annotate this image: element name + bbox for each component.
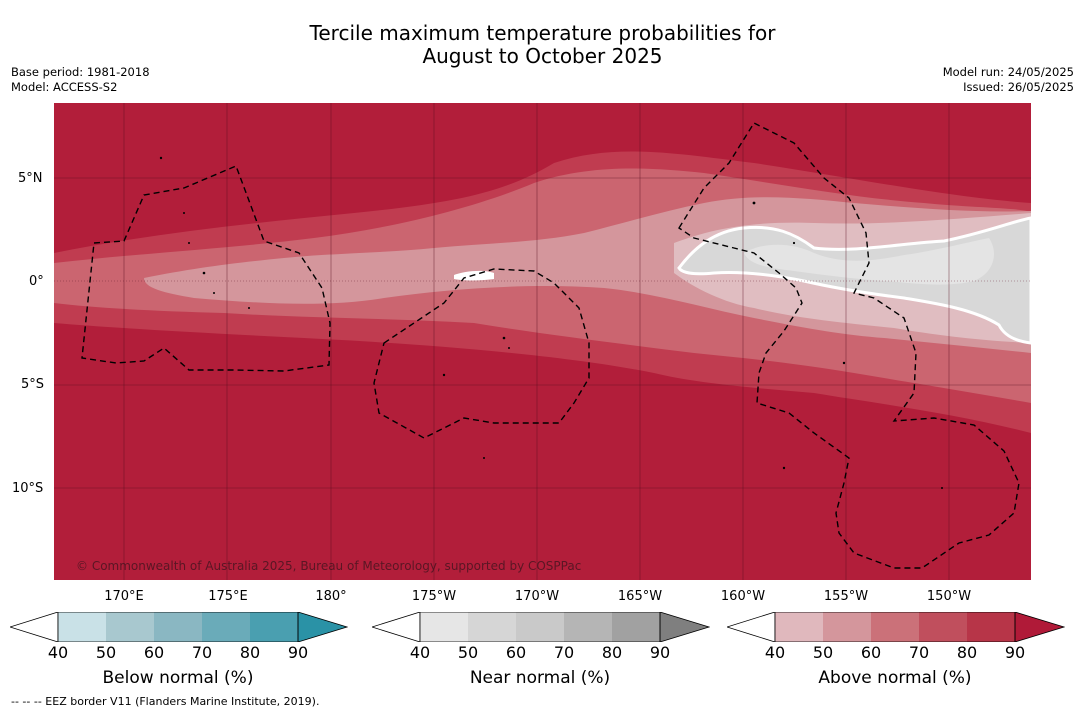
colorbar-near-high-arrow <box>659 612 710 642</box>
eez-border-east <box>678 122 1020 569</box>
colorbar-above-low-arrow <box>727 612 776 642</box>
below-tick-40: 40 <box>47 643 69 662</box>
near-tick-70: 70 <box>553 643 575 662</box>
lon-label-150w: 150°W <box>926 589 972 604</box>
chart-title: Tercile maximum temperature probabilitie… <box>0 22 1085 68</box>
colorbar-above <box>727 612 1065 642</box>
colorbar-above-high-arrow <box>1014 612 1065 642</box>
colorbar-near <box>372 612 710 642</box>
above-tick-50: 50 <box>812 643 834 662</box>
lat-label-5n: 5°N <box>18 171 43 186</box>
above-tick-40: 40 <box>764 643 786 662</box>
lon-label-170e: 170°E <box>104 589 144 604</box>
lat-label-0: 0° <box>29 274 44 289</box>
eez-border-tuvalu <box>81 165 331 372</box>
lon-label-170w: 170°W <box>514 589 560 604</box>
colorbar-above-seg-3 <box>871 612 919 642</box>
eez-borders <box>81 122 1020 569</box>
lon-label-165w: 165°W <box>617 589 663 604</box>
below-tick-80: 80 <box>239 643 261 662</box>
below-tick-50: 50 <box>95 643 117 662</box>
title-line-1: Tercile maximum temperature probabilitie… <box>309 21 776 45</box>
lon-label-160w: 160°W <box>720 589 766 604</box>
colorbar-near-seg-1 <box>420 612 468 642</box>
meta-right: Model run: 24/05/2025 Issued: 26/05/2025 <box>943 65 1074 95</box>
above-normal-label: Above normal (%) <box>818 668 972 688</box>
colorbar-below-seg-4 <box>202 612 250 642</box>
colorbar-above-seg-4 <box>919 612 967 642</box>
near-normal-label: Near normal (%) <box>469 668 611 688</box>
title-line-2: August to October 2025 <box>422 44 663 68</box>
lon-label-155w: 155°W <box>823 589 869 604</box>
lon-label-180: 180° <box>315 589 347 604</box>
below-normal-label: Below normal (%) <box>102 668 254 688</box>
model-text: Model: ACCESS-S2 <box>11 80 118 94</box>
near-tick-80: 80 <box>601 643 623 662</box>
islands <box>159 156 943 489</box>
near-tick-90: 90 <box>649 643 671 662</box>
colorbar-near-seg-3 <box>516 612 564 642</box>
lat-label-5s: 5°S <box>21 377 45 392</box>
below-tick-60: 60 <box>143 643 165 662</box>
above-tick-90: 90 <box>1004 643 1026 662</box>
colorbar-above-seg-2 <box>823 612 871 642</box>
colorbar-near-seg-2 <box>468 612 516 642</box>
below-tick-90: 90 <box>287 643 309 662</box>
issued-text: Issued: 26/05/2025 <box>963 80 1074 94</box>
above-tick-60: 60 <box>860 643 882 662</box>
colorbar-above-seg-1 <box>775 612 823 642</box>
graticule <box>54 103 1031 580</box>
model-run-text: Model run: 24/05/2025 <box>942 65 1074 79</box>
base-period-text: Base period: 1981-2018 <box>11 65 150 79</box>
colorbar-below <box>10 612 348 642</box>
eez-footnote: -- -- -- EEZ border V11 (Flanders Marine… <box>11 695 320 708</box>
colorbar-below-low-arrow <box>10 612 59 642</box>
colorbar-near-seg-5 <box>612 612 660 642</box>
lon-label-175e: 175°E <box>208 589 248 604</box>
below-tick-70: 70 <box>191 643 213 662</box>
lat-label-10s: 10°S <box>12 481 44 496</box>
colorbar-below-seg-3 <box>154 612 202 642</box>
colorbar-near-seg-4 <box>564 612 612 642</box>
colorbar-above-seg-5 <box>967 612 1015 642</box>
copyright-notice: © Commonwealth of Australia 2025, Bureau… <box>76 559 582 573</box>
lon-label-175w: 175°W <box>411 589 457 604</box>
near-tick-40: 40 <box>409 643 431 662</box>
near-tick-50: 50 <box>457 643 479 662</box>
above-tick-70: 70 <box>908 643 930 662</box>
near-tick-60: 60 <box>505 643 527 662</box>
map-band-near-60 <box>744 238 994 285</box>
colorbar-below-seg-1 <box>58 612 106 642</box>
above-tick-80: 80 <box>956 643 978 662</box>
colorbar-near-low-arrow <box>372 612 421 642</box>
colorbar-below-high-arrow <box>297 612 348 642</box>
colorbar-below-seg-5 <box>250 612 298 642</box>
meta-left: Base period: 1981-2018 Model: ACCESS-S2 <box>11 65 150 95</box>
probability-map <box>54 103 1031 580</box>
colorbar-below-seg-2 <box>106 612 154 642</box>
